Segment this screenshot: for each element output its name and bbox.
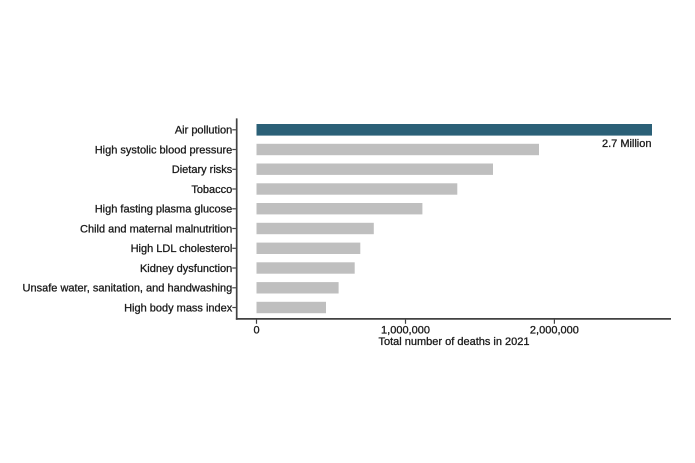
- svg-text:0: 0: [253, 325, 259, 337]
- svg-text:Unsafe water, sanitation, and: Unsafe water, sanitation, and handwashin…: [23, 283, 233, 295]
- svg-text:Child and maternal malnutritio: Child and maternal malnutrition: [80, 223, 232, 235]
- svg-text:Tobacco: Tobacco: [191, 184, 232, 196]
- svg-text:Air pollution: Air pollution: [175, 125, 232, 137]
- svg-text:High systolic blood pressure: High systolic blood pressure: [95, 144, 233, 156]
- svg-text:High body mass index: High body mass index: [124, 302, 233, 314]
- svg-text:Kidney dysfunction: Kidney dysfunction: [140, 263, 232, 275]
- svg-text:Dietary risks: Dietary risks: [172, 164, 233, 176]
- svg-text:2.7 Million: 2.7 Million: [602, 138, 652, 150]
- svg-text:High LDL cholesterol: High LDL cholesterol: [131, 243, 233, 255]
- svg-text:1,000,000: 1,000,000: [381, 325, 430, 337]
- svg-text:2,000,000: 2,000,000: [530, 325, 579, 337]
- svg-text:Total number of deaths in 2021: Total number of deaths in 2021: [378, 336, 529, 348]
- svg-text:High fasting plasma glucose: High fasting plasma glucose: [95, 204, 233, 216]
